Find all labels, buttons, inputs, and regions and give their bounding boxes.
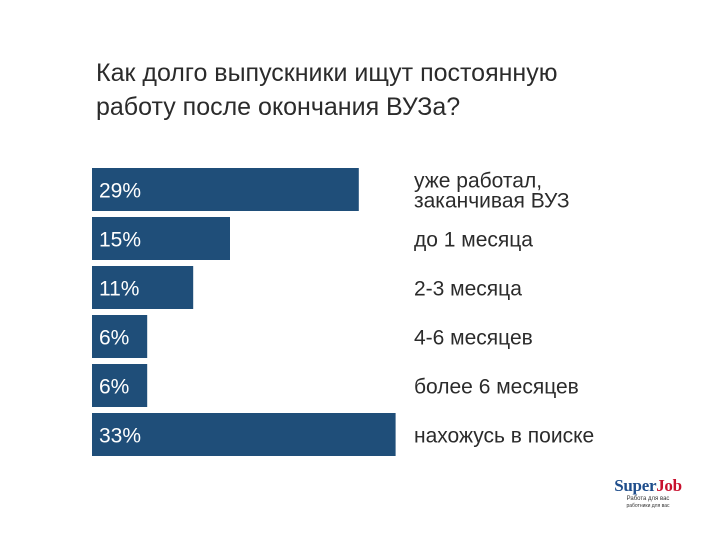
- bar-value-label-4: 6%: [99, 327, 129, 350]
- bar-6: [92, 413, 396, 456]
- category-label-6: нахожусь в поиске: [414, 425, 594, 448]
- bar-2: [92, 217, 230, 260]
- category-label-5: более 6 месяцев: [414, 376, 579, 399]
- bar-value-label-1: 29%: [99, 180, 141, 203]
- title-line-2: работу после окончания ВУЗа?: [96, 93, 461, 121]
- bar-value-label-6: 33%: [99, 425, 141, 448]
- logo-wordmark: SuperJob: [614, 476, 682, 495]
- logo-tagline-1: Работа для вас: [626, 496, 670, 502]
- category-label-4: 4-6 месяцев: [414, 327, 533, 350]
- title-line-1: Как долго выпускники ищут постоянную: [96, 59, 558, 87]
- bar-value-label-5: 6%: [99, 376, 129, 399]
- superjob-logo: SuperJob Работа для вас работники для ва…: [606, 476, 690, 510]
- bar-5: [92, 364, 148, 407]
- category-label-3: 2-3 месяца: [414, 278, 522, 301]
- category-label-1: уже работал, заканчивая ВУЗ: [414, 170, 570, 213]
- bar-4: [92, 315, 148, 358]
- bar-value-label-2: 15%: [99, 229, 141, 252]
- bar-value-label-3: 11%: [99, 278, 139, 301]
- bar-1: [92, 168, 359, 211]
- category-label-2: до 1 месяца: [414, 229, 533, 252]
- chart-title: Как долго выпускники ищут постоянную раб…: [96, 56, 696, 124]
- logo-tagline-2: работники для вас: [626, 503, 670, 509]
- bar-3: [92, 266, 194, 309]
